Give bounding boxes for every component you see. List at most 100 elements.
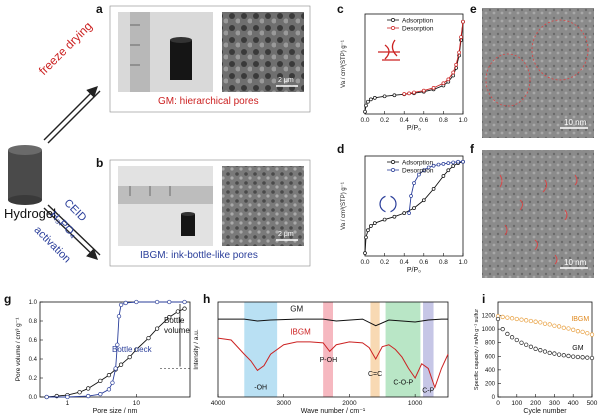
pore-markers (499, 174, 578, 265)
data-point-gm (127, 354, 132, 360)
data-point-ibgm (115, 342, 120, 347)
x-tick-label: 0.8 (439, 117, 448, 124)
y-tick-label: 600 (485, 354, 496, 360)
plot-frame (364, 13, 464, 115)
data-point-gm (533, 346, 538, 351)
data-point-ibgm (575, 329, 581, 334)
data-point-desorption (421, 88, 426, 93)
legend-label: Desorption (402, 168, 434, 175)
data-point-ibgm (580, 329, 585, 335)
panel-letter-c: c (337, 2, 344, 16)
legend-label: Desorption (402, 26, 434, 33)
peak-label: C-O-P (393, 380, 413, 387)
data-point-desorption (451, 70, 456, 75)
data-point-ibgm (182, 299, 187, 305)
scale-f: 10 nm (564, 258, 587, 267)
data-point-gm (106, 373, 112, 378)
y-tick-label: 400 (485, 368, 496, 374)
x-axis-label: Wave number / cm⁻¹ (301, 408, 366, 415)
panel-letter-g: g (4, 292, 12, 306)
hydrogel-cylinder-icon (8, 145, 42, 205)
data-point-gm (505, 331, 510, 337)
legend-label: Adsorption (402, 18, 433, 25)
data-point-gm (524, 342, 529, 347)
data-point-desorption (461, 159, 465, 164)
x-tick-label: 3000 (276, 400, 291, 407)
x-tick-label: 2000 (342, 400, 357, 407)
x-tick-label: 4000 (211, 400, 226, 407)
data-point-adsorption (372, 95, 377, 100)
data-point-adsorption (372, 221, 377, 225)
y-axis-label: Va / cm³(STP) g⁻¹ (341, 182, 347, 230)
data-point-gm (585, 355, 590, 360)
data-point-desorption (446, 161, 451, 165)
x-tick-label: 300 (549, 400, 560, 407)
data-point-gm (528, 344, 534, 349)
data-point-ibgm (514, 316, 519, 322)
data-point-ibgm (134, 299, 139, 305)
data-point-ibgm (524, 318, 529, 323)
data-point-gm (566, 353, 571, 359)
trace-label-gm: GM (290, 305, 303, 314)
x-axis-label: P/P₀ (407, 125, 421, 132)
sem-image-a (222, 12, 304, 92)
data-point-adsorption (412, 206, 416, 210)
data-point-adsorption (446, 168, 451, 173)
tem-image-e (482, 8, 594, 138)
data-point-adsorption (382, 94, 387, 99)
freeze-arrow (43, 86, 98, 141)
y-tick-label: 0.6 (29, 338, 38, 344)
panel-letter-e: e (470, 2, 477, 16)
data-point-ibgm (113, 366, 118, 371)
data-point-desorption (426, 165, 431, 170)
peak-band (244, 302, 278, 397)
plot-frame (217, 301, 449, 398)
x-tick-label: 1.0 (458, 259, 467, 266)
data-point-ibgm (98, 392, 103, 397)
data-point-desorption (412, 90, 416, 95)
panel-letter-i: i (482, 292, 486, 306)
plot-frame (364, 155, 464, 257)
legend-marker (391, 26, 395, 30)
ink-bottle-icon (379, 195, 397, 213)
ceid-arrow (43, 207, 99, 260)
data-point-desorption (451, 160, 456, 165)
data-point-ibgm (538, 320, 543, 325)
y-axis-label: Va / cm³(STP) g⁻¹ (341, 40, 347, 88)
x-tick-label: 0.6 (419, 117, 428, 124)
data-point-desorption (459, 35, 463, 39)
data-point-ibgm (533, 319, 538, 324)
data-point-ibgm (154, 299, 160, 305)
data-point-gm (146, 335, 151, 341)
data-point-ibgm (585, 331, 590, 336)
data-point-ibgm (123, 300, 128, 306)
x-tick-label: 1000 (408, 400, 423, 407)
data-point-ibgm (571, 327, 576, 332)
chart-d: P/P₀ Va / cm³(STP) g⁻¹ 0.0 0.2 0.4 0.6 0.8 1.0 A… (341, 155, 468, 274)
peak-label: C=C (368, 371, 382, 378)
peak-band (370, 302, 380, 397)
trace-label-ibgm: IBGM (571, 316, 589, 323)
x-tick-label: 0.8 (439, 259, 448, 266)
data-point-adsorption (392, 214, 397, 219)
data-point-gm (552, 351, 557, 356)
data-point-adsorption (369, 97, 373, 102)
chart-g: Pore size / nm Pore volume / cm³ g⁻¹ 1 10 0.… (15, 299, 191, 415)
data-point-desorption (456, 159, 460, 164)
data-point-ibgm (589, 332, 595, 337)
data-point-ibgm (106, 387, 112, 392)
y-tick-label: 0.2 (29, 376, 38, 382)
scale-e: 10 nm (564, 118, 587, 127)
data-point-adsorption (451, 164, 456, 168)
y-tick-label: 800 (485, 341, 496, 347)
data-point-gm (571, 354, 576, 359)
data-point-gm (182, 306, 187, 311)
caption-a: GM: hierarchical pores (158, 96, 259, 107)
data-point-gm (175, 309, 181, 314)
data-point-desorption (409, 194, 413, 198)
data-point-gm (86, 386, 91, 391)
data-point-ibgm (65, 394, 70, 400)
data-point-gm (580, 355, 585, 360)
y-axis-label: Pore volume / cm³ g⁻¹ (15, 317, 22, 382)
y-tick-label: 0 (492, 395, 496, 401)
